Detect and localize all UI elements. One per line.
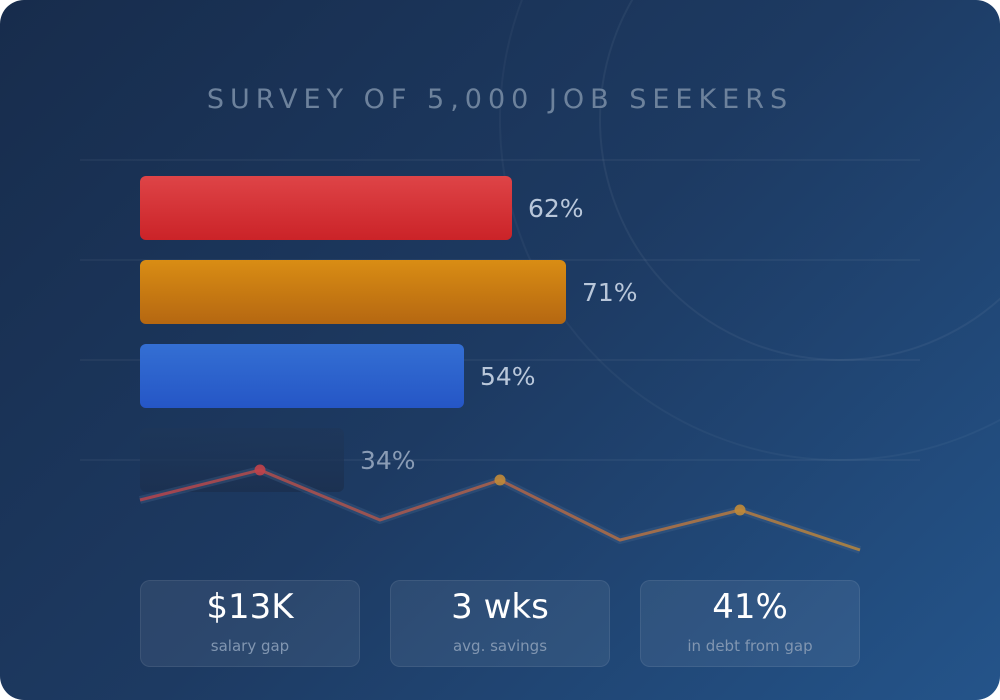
trend-point: [494, 474, 506, 486]
bar-3: [140, 344, 464, 408]
stat-value: 41%: [712, 587, 788, 627]
bar-2: [140, 260, 566, 324]
bar-value-label: 34%: [360, 446, 416, 475]
stat-label: avg. savings: [452, 637, 548, 655]
chart-title: SURVEY OF 5,000 JOB SEEKERS: [206, 84, 794, 115]
stat-card-salary-gap: $13K salary gap: [140, 580, 360, 667]
stat-card-debt: 41% in debt from gap: [640, 580, 860, 667]
trend-point: [254, 464, 266, 476]
stat-label: in debt from gap: [687, 637, 813, 655]
bar-value-label: 71%: [582, 278, 638, 307]
stat-value: $13K: [206, 587, 294, 627]
stat-card-avg-savings: 3 wks avg. savings: [390, 580, 610, 667]
bar-4: [140, 428, 344, 492]
bar-value-label: 62%: [528, 194, 584, 223]
trend-point: [734, 504, 746, 516]
stat-label: salary gap: [210, 637, 290, 655]
bar-1: [140, 176, 512, 240]
bar-value-label: 54%: [480, 362, 536, 391]
stat-value: 3 wks: [451, 587, 549, 627]
